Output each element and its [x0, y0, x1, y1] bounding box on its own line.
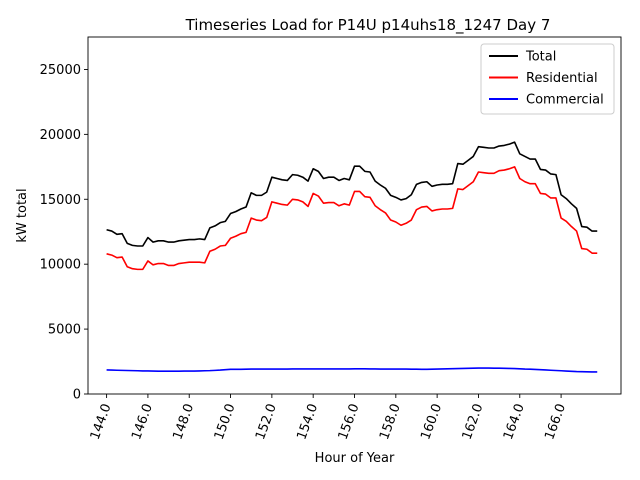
legend-label-commercial: Commercial [526, 93, 604, 108]
y-tick-label: 5000 [48, 323, 81, 338]
series-line-residential [106, 166, 598, 271]
y-axis-label: kW total [15, 188, 30, 242]
series-layer [106, 141, 598, 373]
y-tick-label: 10000 [40, 258, 81, 273]
legend-box [480, 43, 615, 115]
y-axis: 0 5000 10000 15000 20000 25000 [40, 63, 88, 403]
y-tick-label: 0 [73, 388, 81, 403]
legend: Total Residential Commercial [480, 43, 615, 115]
series-line-commercial [106, 367, 598, 373]
legend-label-total: Total [525, 50, 556, 65]
series-line-total [106, 141, 598, 247]
y-tick-label: 15000 [40, 193, 81, 208]
legend-label-residential: Residential [526, 71, 598, 86]
y-tick-label: 25000 [40, 63, 81, 78]
y-tick-label: 20000 [40, 128, 81, 143]
x-axis-label: Hour of Year [315, 451, 395, 466]
chart-title: Timeseries Load for P14U p14uhs18_1247 D… [185, 16, 551, 35]
